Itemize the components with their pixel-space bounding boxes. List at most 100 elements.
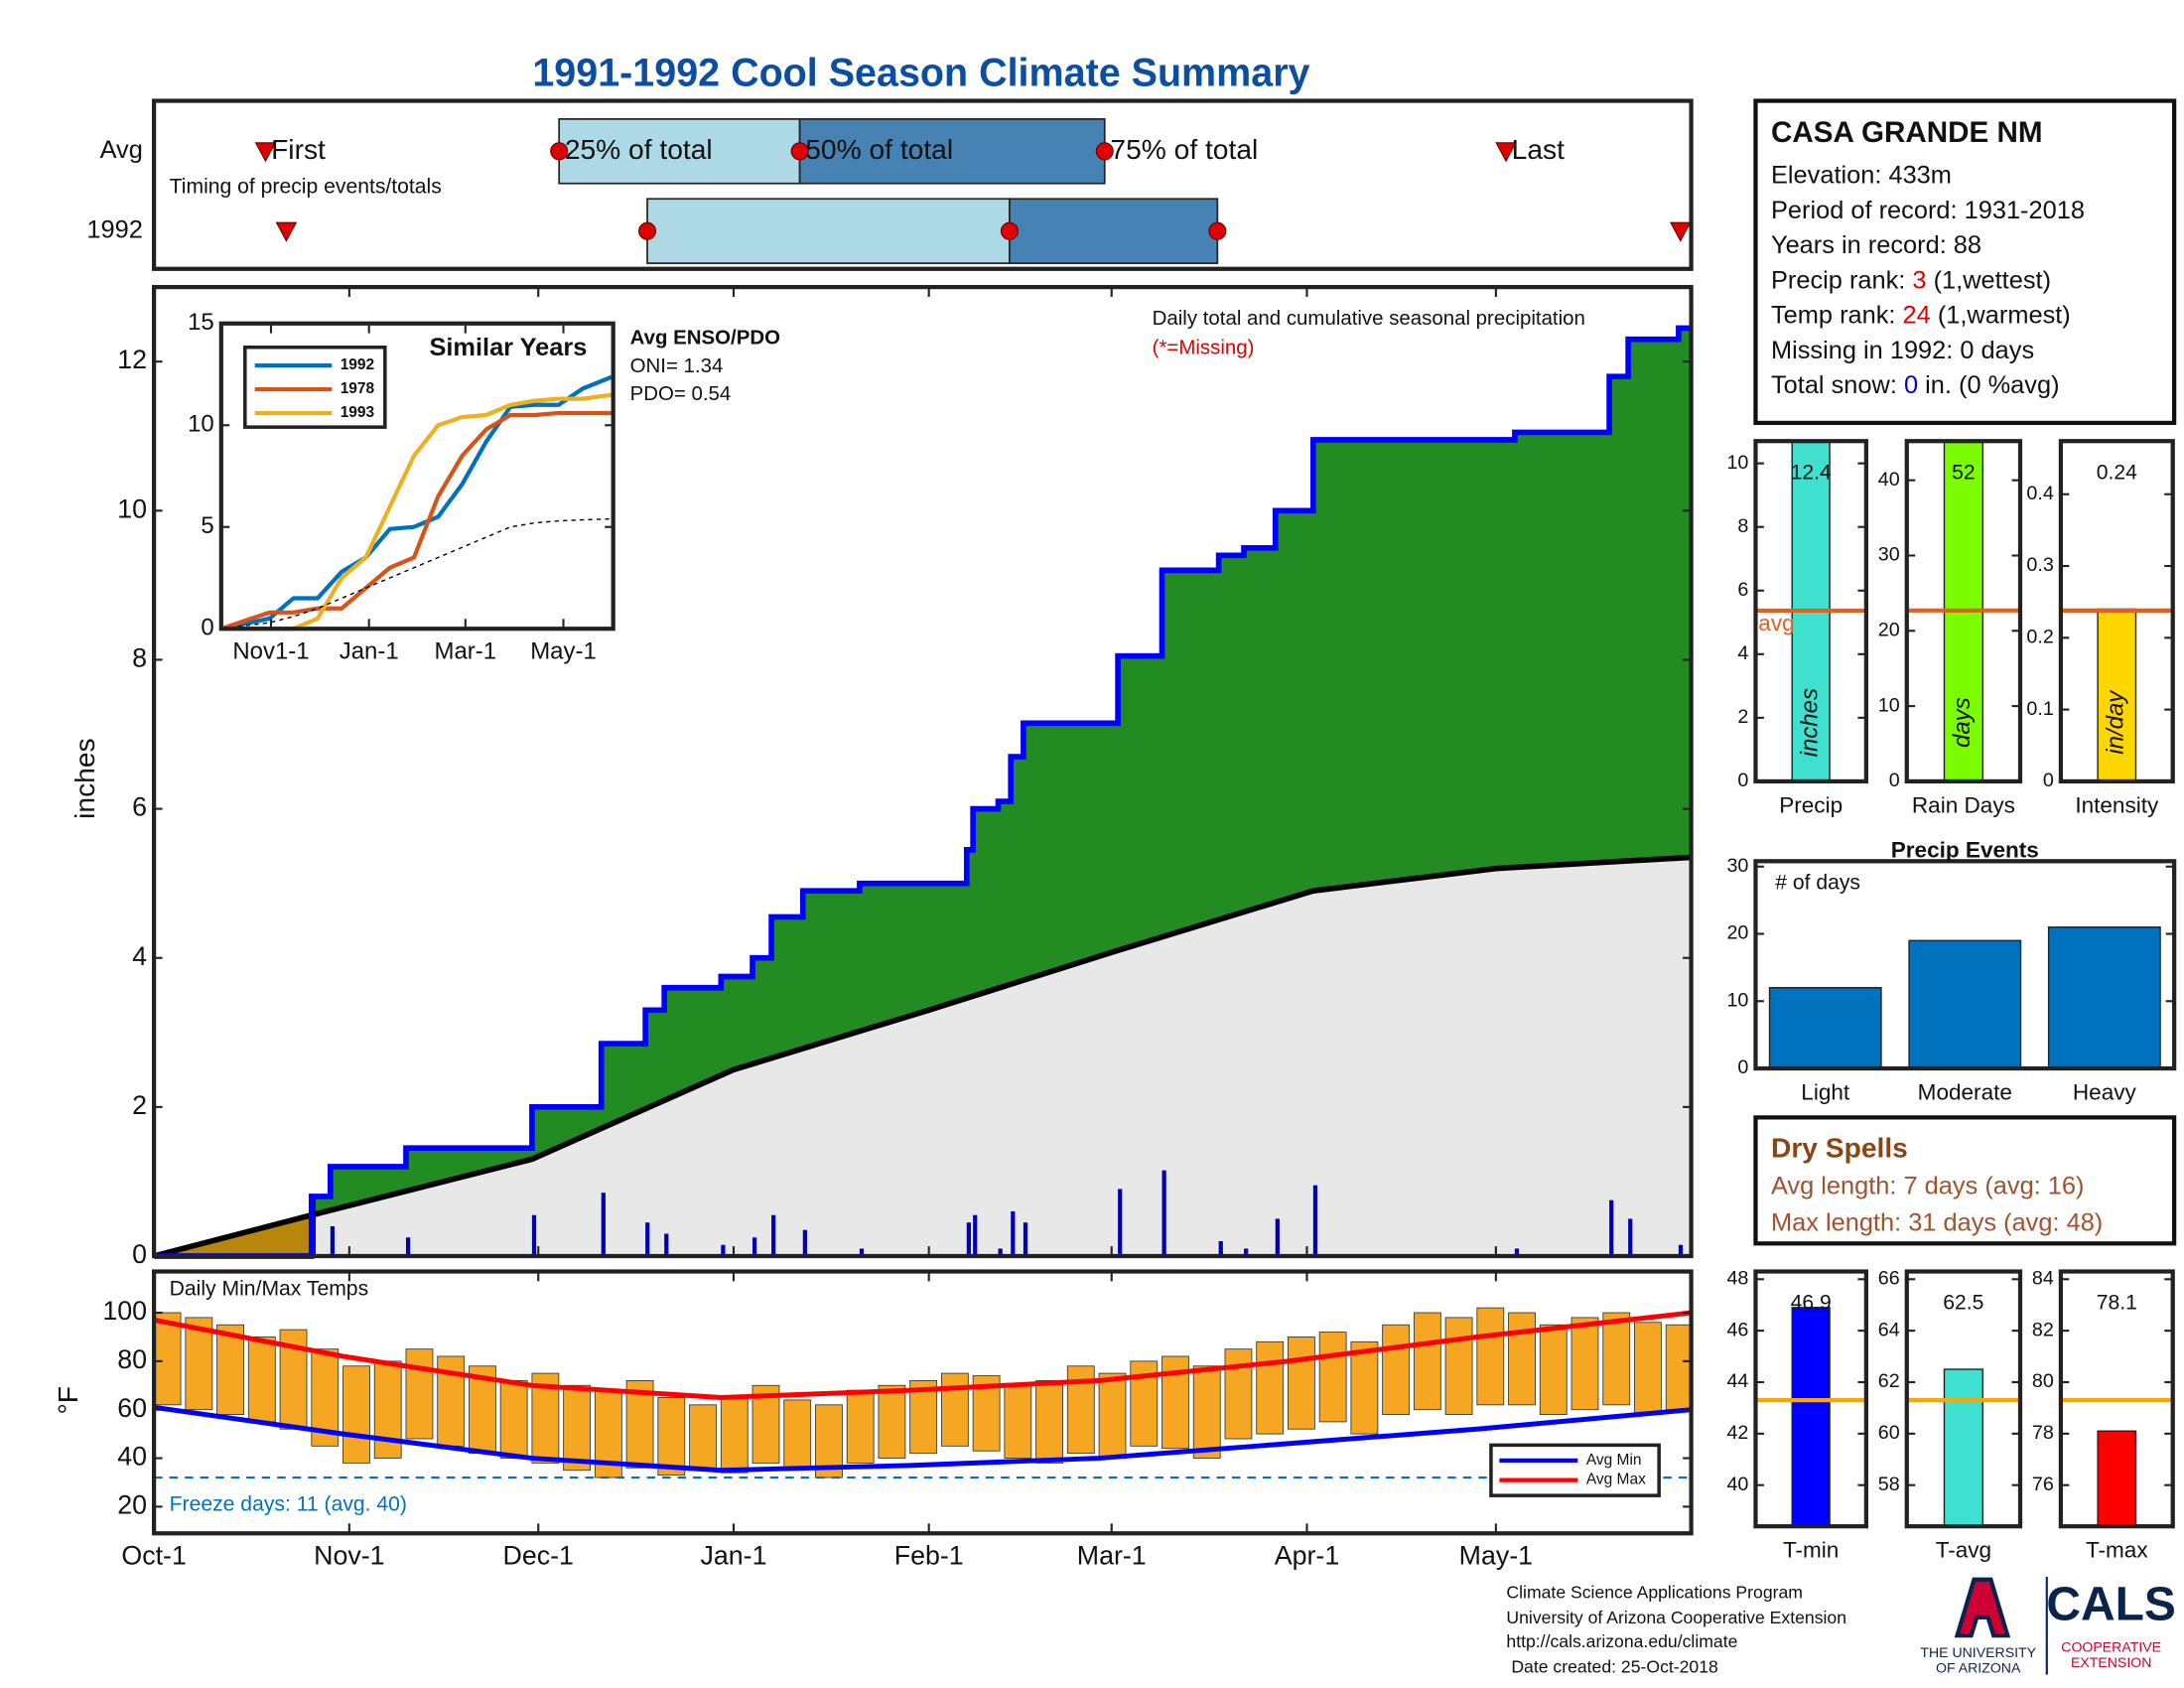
y-tick-label: 40	[1878, 469, 1900, 491]
y-tick-label: 2	[132, 1090, 147, 1120]
value-label: 78.1	[2097, 1292, 2137, 1315]
station-text: 0	[1904, 371, 1918, 399]
y-tick-label: 44	[1726, 1370, 1748, 1392]
total-marker	[1000, 221, 1019, 240]
y-tick-label: 4	[1737, 642, 1748, 664]
y-tick-label: 80	[2032, 1370, 2054, 1392]
average-cumulative-line	[153, 854, 1692, 1259]
y-tick-label: 20	[1726, 922, 1748, 944]
legend-label: 1992	[341, 356, 374, 373]
y-tick-label: 0	[1737, 770, 1748, 791]
temp-range-bar	[1350, 1340, 1379, 1435]
temp-range-bar	[185, 1317, 213, 1411]
legend-label: 1993	[341, 404, 375, 421]
category-label: Intensity	[2075, 792, 2159, 817]
legend-box	[1489, 1443, 1661, 1497]
total-marker	[1208, 221, 1227, 240]
station-text: Elevation: 433m	[1771, 161, 1952, 189]
y-tick-label: 8	[1737, 515, 1748, 537]
temp-range-bar	[846, 1389, 875, 1464]
x-tick-label: Oct-1	[121, 1540, 186, 1570]
cumulative-line	[154, 325, 1692, 1259]
daily-precip-bar	[1011, 1210, 1016, 1257]
bar	[1768, 987, 1882, 1069]
bar	[1791, 1307, 1831, 1527]
temp-range-bar	[720, 1397, 749, 1474]
y-tick-label: 80	[117, 1344, 147, 1374]
panel-title: Precip Events	[1891, 837, 2039, 862]
enso-line: PDO= 0.54	[630, 382, 732, 405]
daily-precip-bar	[601, 1193, 606, 1257]
footer-line: Date created: 25-Oct-2018	[1506, 1656, 1718, 1676]
temp-range-bar	[405, 1348, 434, 1440]
axes-frame	[1753, 859, 2177, 1071]
y-tick-label: 15	[188, 309, 214, 336]
value-label: 52	[1952, 461, 1976, 484]
x-tick-label: Jan-1	[700, 1540, 766, 1570]
unit-label: days	[1949, 697, 1976, 748]
station-name: CASA GRANDE NM	[1771, 116, 2043, 149]
y-tick-label: 20	[117, 1489, 147, 1519]
row-label: Avg	[100, 136, 143, 164]
temp-range-bar	[1602, 1312, 1631, 1406]
subtitle: Daily total and cumulative seasonal prec…	[1153, 307, 1585, 330]
temp-range-bar	[1035, 1379, 1063, 1464]
y-tick-label: 10	[188, 411, 214, 438]
temp-range-bar	[1288, 1336, 1315, 1430]
axes-frame	[152, 98, 1694, 271]
y-tick-label: 6	[1737, 579, 1748, 601]
y-tick-label: 82	[2032, 1319, 2054, 1340]
y-tick-label: 20	[1878, 620, 1900, 641]
axes-frame	[1753, 439, 1868, 784]
temp-range-bar	[499, 1379, 528, 1459]
x-tick-label: Apr-1	[1275, 1540, 1340, 1570]
y-tick-label: 48	[1726, 1268, 1748, 1290]
station-line: Temp rank: 24 (1,warmest)	[1771, 301, 2071, 329]
station-text: 24	[1903, 301, 1931, 329]
bar	[1943, 1368, 1984, 1527]
temp-range-bar	[153, 1312, 182, 1406]
total-marker	[638, 221, 657, 240]
daily-precip-bar	[1678, 1244, 1684, 1257]
x-tick-label: May-1	[530, 638, 597, 665]
legend-label: Avg Max	[1586, 1472, 1646, 1488]
station-line: Period of record: 1931-2018	[1771, 197, 2085, 224]
daily-precip-bar	[1628, 1218, 1633, 1257]
y-tick-label: 64	[1878, 1319, 1900, 1340]
temp-range-bar	[1004, 1384, 1032, 1459]
y-tick-label: 60	[1878, 1422, 1900, 1444]
y-tick-label: 0	[1737, 1056, 1748, 1078]
y-tick-label: 58	[1878, 1474, 1900, 1495]
y-tick-label: 8	[132, 643, 147, 673]
panel-title: Daily Min/Max Temps	[170, 1277, 368, 1300]
timing-note: Timing of precip events/totals	[170, 176, 442, 199]
station-text: Years in record: 88	[1771, 231, 1981, 259]
y-tick-label: 78	[2032, 1422, 2054, 1444]
daily-precip-bar	[721, 1244, 726, 1257]
temp-range-bar	[1476, 1307, 1505, 1406]
y-tick-label: 76	[2032, 1474, 2054, 1495]
daily-precip-bar	[966, 1222, 972, 1257]
station-line: Years in record: 88	[1771, 231, 1981, 259]
y-tick-label: 0	[1889, 770, 1900, 791]
marker-label: 75% of total	[1110, 133, 1258, 165]
marker-label: 25% of total	[565, 133, 713, 165]
series-line	[220, 410, 614, 632]
station-line: Missing in 1992: 0 days	[1771, 337, 2034, 364]
y-tick-label: 2	[1737, 706, 1748, 728]
temp-range-bar	[216, 1324, 244, 1416]
x-tick-label: Nov-1	[314, 1540, 384, 1570]
footer-line: http://cals.arizona.edu/climate	[1506, 1631, 1737, 1651]
y-tick-label: 10	[117, 493, 147, 523]
y-tick-label: 10	[1878, 694, 1900, 716]
total-marker	[1095, 142, 1114, 161]
extension-name: COOPERATIVE	[2061, 1639, 2161, 1655]
y-tick-label: 0.2	[2026, 627, 2053, 648]
quartile-box	[646, 198, 1011, 264]
y-tick-label: 100	[102, 1296, 147, 1326]
category-label: Light	[1801, 1079, 1850, 1104]
temp-range-bar	[1413, 1312, 1441, 1411]
series-line	[220, 392, 614, 632]
value-label: 0.24	[2097, 461, 2137, 484]
temp-range-bar	[1318, 1332, 1347, 1423]
